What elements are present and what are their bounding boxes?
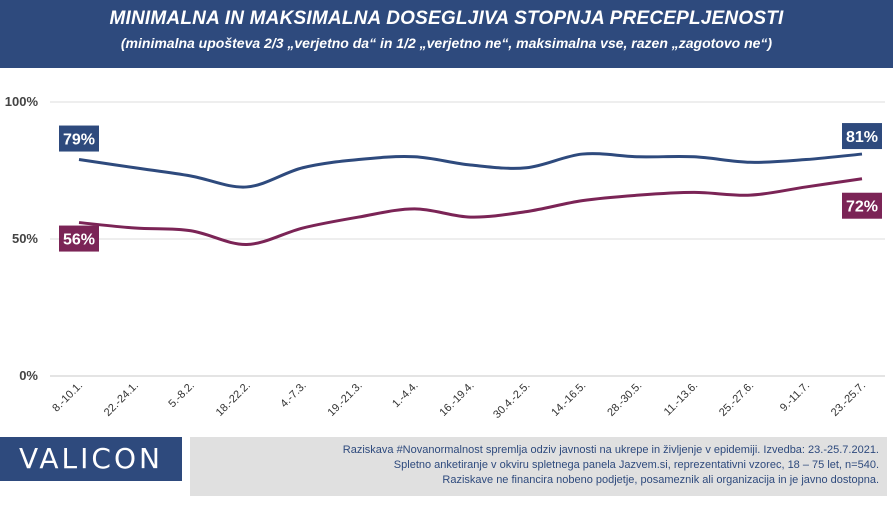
x-tick-label: 16.-19.4.	[437, 380, 476, 419]
footer-note: Raziskava #Novanormalnost spremlja odziv…	[190, 437, 887, 496]
x-tick-label: 30.4.-2.5.	[491, 380, 532, 421]
x-tick-label: 23.-25.7.	[829, 380, 868, 419]
x-tick-label: 25.-27.6.	[717, 380, 756, 419]
line-chart: 0% 50% 100% 8.-10.1. 22.-24.1. 5.-8.2. 18.-22.…	[5, 94, 885, 421]
chart-title: MINIMALNA IN MAKSIMALNA DOSEGLJIVA STOPN…	[109, 8, 784, 29]
x-tick-label: 8.-10.1.	[50, 380, 85, 415]
x-tick-label: 4.-7.3.	[278, 380, 309, 411]
data-label-box	[59, 125, 99, 152]
x-tick-label: 22.-24.1.	[102, 380, 141, 419]
x-tick-label: 14.-16.5.	[549, 380, 588, 419]
x-tick-label: 19.-21.3.	[326, 380, 365, 419]
data-label: 79%	[63, 132, 95, 149]
x-tick-label: 28.-30.5.	[605, 380, 644, 419]
data-label-box	[842, 123, 882, 150]
footer-note-line: Spletno anketiranje v okviru spletnega p…	[393, 459, 879, 471]
data-label: 72%	[846, 199, 878, 216]
data-label: 81%	[846, 129, 878, 146]
data-label-box	[59, 225, 99, 252]
footer-note-line: Raziskave ne financira nobeno podjetje, …	[442, 474, 879, 486]
x-tick-label: 5.-8.2.	[166, 380, 197, 411]
y-tick-label: 50%	[12, 231, 38, 246]
footer-note-line: Raziskava #Novanormalnost spremlja odziv…	[342, 444, 879, 456]
data-label: 56%	[63, 232, 95, 249]
y-tick-label: 0%	[19, 368, 38, 383]
x-tick-label: 1.-4.4.	[390, 380, 421, 411]
chart-header: MINIMALNA IN MAKSIMALNA DOSEGLJIVA STOPN…	[0, 0, 893, 68]
x-tick-label: 11.-13.6.	[662, 380, 701, 419]
series-line	[78, 152, 863, 189]
series-line	[78, 177, 863, 246]
x-tick-label: 9.-11.7.	[778, 380, 812, 414]
x-tick-label: 18.-22.2.	[214, 380, 253, 419]
chart-subtitle: (minimalna upošteva 2/3 „verjetno da“ in…	[120, 35, 773, 51]
y-tick-label: 100%	[5, 94, 39, 109]
valicon-logo: VALICON	[0, 437, 182, 481]
data-label-box	[842, 192, 882, 219]
